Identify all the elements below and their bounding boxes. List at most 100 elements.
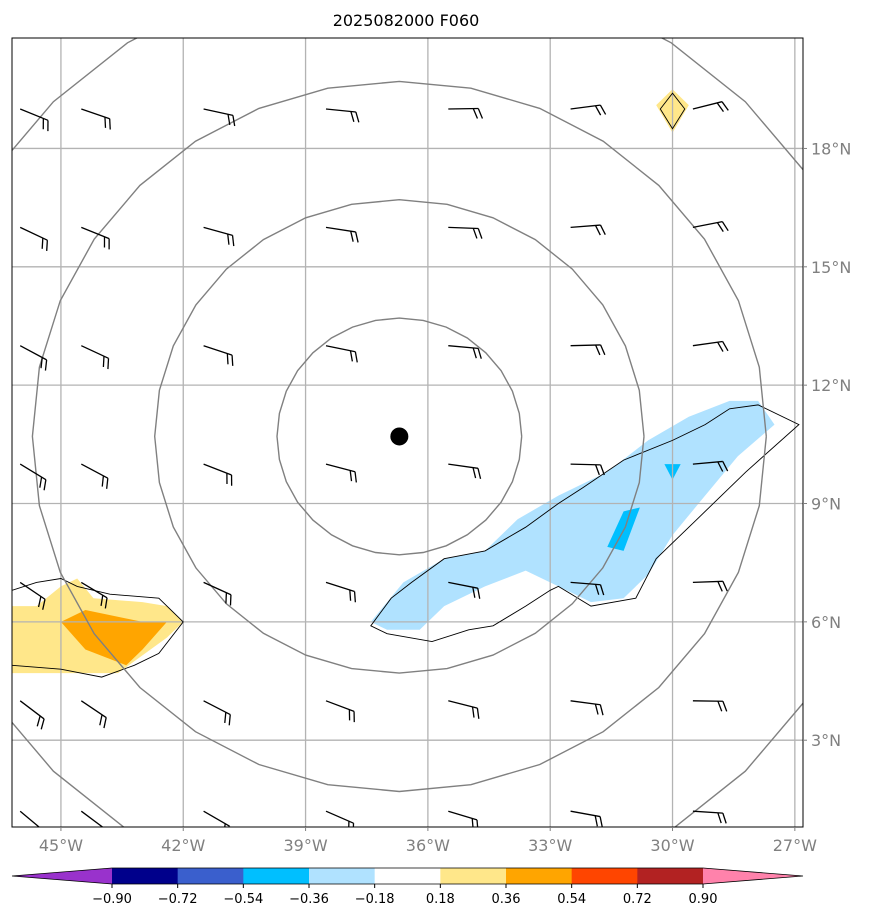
- x-tick-label: 27°W: [773, 836, 817, 855]
- barb-flag: [227, 233, 230, 245]
- barb-flag: [717, 341, 724, 352]
- contour-lines: [12, 92, 800, 678]
- colorbar-tick-label: −0.18: [355, 892, 395, 907]
- wind-barb: [19, 463, 47, 491]
- barb-flag: [232, 115, 236, 127]
- barb-shaft: [80, 700, 107, 719]
- barb-flag: [353, 591, 356, 603]
- barb-flag: [472, 347, 477, 359]
- barb-flag: [722, 812, 727, 824]
- wind-barb: [570, 810, 603, 827]
- wind-barb: [80, 581, 108, 609]
- wind-barb: [448, 463, 482, 479]
- barb-flag: [102, 356, 105, 368]
- barb-flag: [717, 812, 722, 824]
- barb-flag: [471, 706, 475, 718]
- barb-flag: [722, 701, 728, 712]
- barb-shaft: [448, 463, 479, 469]
- barb-flag: [599, 704, 604, 716]
- wind-barb: [19, 345, 48, 371]
- wind-barb: [19, 108, 49, 132]
- barb-flag: [353, 711, 355, 723]
- colorbar-segment: [112, 868, 179, 884]
- barb-flag: [41, 238, 44, 249]
- wind-barb: [692, 340, 729, 352]
- wind-barb: [448, 107, 484, 119]
- wind-barb: [81, 108, 111, 130]
- barb-flag: [354, 471, 357, 483]
- wind-barb: [448, 226, 483, 239]
- colorbar-segment: [374, 868, 441, 884]
- barb-flag: [100, 595, 104, 606]
- wind-barb: [203, 226, 235, 247]
- wind-barb: [325, 226, 359, 243]
- barb-flag: [717, 581, 723, 592]
- barb-flag: [472, 587, 476, 598]
- barb-flag: [594, 815, 598, 827]
- barb-shaft: [325, 700, 355, 713]
- barb-flag: [223, 823, 226, 827]
- wind-barb: [570, 700, 604, 716]
- barb-flag: [103, 236, 106, 248]
- wind-barb: [692, 700, 728, 712]
- barb-flag: [599, 816, 603, 827]
- barb-flag: [477, 468, 482, 479]
- chart-title: 2025082000 F060: [333, 11, 480, 30]
- barb-flag: [104, 597, 108, 609]
- wind-barb: [692, 101, 729, 113]
- wind-barb: [80, 463, 109, 489]
- colorbar-tick-label: −0.36: [289, 892, 329, 907]
- y-tick-label: 12°N: [811, 376, 851, 395]
- wind-barb: [19, 700, 45, 730]
- colorbar-tick-label: −0.90: [92, 892, 132, 907]
- y-tick-label: 6°N: [811, 613, 841, 632]
- barb-flag: [350, 231, 354, 242]
- barb-flag: [40, 357, 43, 369]
- contour-line-2: [659, 92, 686, 130]
- barb-flag: [477, 108, 484, 119]
- wind-barb: [80, 810, 106, 827]
- barb-flag: [722, 581, 728, 592]
- barb-flag: [721, 221, 729, 232]
- colorbar-extend-low: [12, 868, 112, 884]
- wind-barb: [203, 345, 234, 366]
- colorbar-segment: [637, 868, 704, 884]
- barb-flag: [43, 479, 47, 491]
- barb-flag: [722, 341, 729, 352]
- colorbar-tick-label: −0.54: [223, 892, 263, 907]
- y-tick-label: 18°N: [811, 139, 851, 158]
- colorbar-segment: [177, 868, 244, 884]
- wind-barb: [325, 810, 355, 827]
- barb-flag: [44, 359, 48, 371]
- barb-flag: [37, 596, 42, 608]
- barb-flag: [36, 715, 41, 727]
- wind-barb: [80, 700, 107, 729]
- wind-barb: [448, 581, 481, 599]
- wind-barb: [203, 463, 233, 486]
- barb-flag: [231, 235, 235, 247]
- barb-flag: [225, 592, 228, 604]
- wind-barb: [203, 108, 236, 127]
- barb-shaft: [692, 810, 723, 814]
- barb-shaft: [19, 810, 44, 827]
- barb-flag: [350, 111, 355, 123]
- center-dot: [390, 427, 409, 446]
- barb-shaft: [81, 226, 110, 240]
- barb-shaft: [325, 345, 356, 353]
- barb-flag: [477, 228, 483, 239]
- shaded-region-0: [370, 400, 775, 630]
- barb-flag: [349, 350, 354, 362]
- wind-barb: [692, 460, 729, 472]
- y-tick-label: 9°N: [811, 495, 841, 514]
- barb-flag: [47, 120, 49, 132]
- barb-flag: [349, 589, 352, 601]
- barb-shaft: [692, 220, 723, 229]
- lat-lon-grid: [12, 38, 803, 827]
- barb-flag: [716, 102, 724, 113]
- barb-flag: [230, 474, 233, 486]
- barb-flag: [348, 709, 351, 721]
- x-tick-label: 42°W: [161, 836, 205, 855]
- wind-barb: [448, 700, 480, 719]
